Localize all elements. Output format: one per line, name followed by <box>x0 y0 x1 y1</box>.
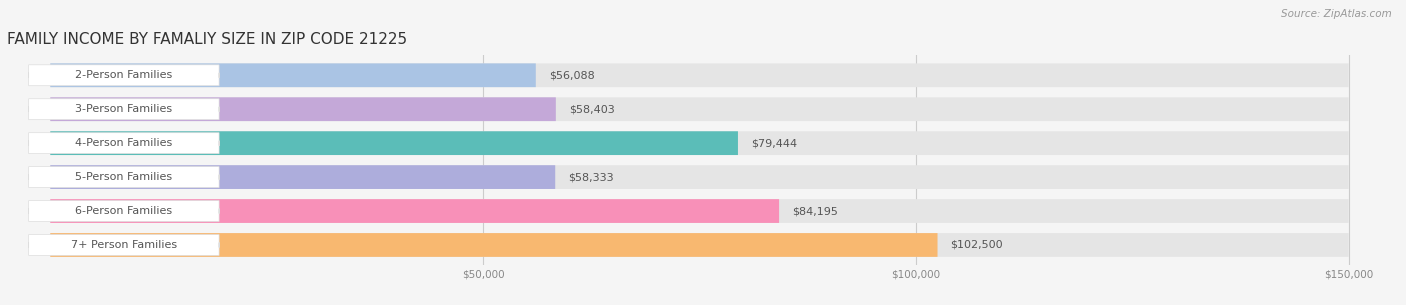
Text: $102,500: $102,500 <box>950 240 1002 250</box>
FancyBboxPatch shape <box>51 131 1348 155</box>
Text: $58,403: $58,403 <box>569 104 614 114</box>
Text: Source: ZipAtlas.com: Source: ZipAtlas.com <box>1281 9 1392 19</box>
FancyBboxPatch shape <box>51 97 555 121</box>
FancyBboxPatch shape <box>51 165 555 189</box>
Text: 4-Person Families: 4-Person Families <box>76 138 173 148</box>
FancyBboxPatch shape <box>28 133 219 154</box>
Text: $56,088: $56,088 <box>548 70 595 80</box>
Text: FAMILY INCOME BY FAMALIY SIZE IN ZIP CODE 21225: FAMILY INCOME BY FAMALIY SIZE IN ZIP COD… <box>7 32 408 47</box>
FancyBboxPatch shape <box>28 167 219 188</box>
Text: 6-Person Families: 6-Person Families <box>76 206 173 216</box>
FancyBboxPatch shape <box>28 65 219 86</box>
FancyBboxPatch shape <box>28 201 219 221</box>
FancyBboxPatch shape <box>51 233 1348 257</box>
FancyBboxPatch shape <box>28 99 219 120</box>
FancyBboxPatch shape <box>51 199 1348 223</box>
FancyBboxPatch shape <box>51 63 536 87</box>
Text: $84,195: $84,195 <box>792 206 838 216</box>
Text: $58,333: $58,333 <box>568 172 614 182</box>
Text: $79,444: $79,444 <box>751 138 797 148</box>
FancyBboxPatch shape <box>51 97 1348 121</box>
FancyBboxPatch shape <box>51 233 938 257</box>
Text: 7+ Person Families: 7+ Person Families <box>70 240 177 250</box>
Text: 3-Person Families: 3-Person Families <box>76 104 173 114</box>
Text: 5-Person Families: 5-Person Families <box>76 172 173 182</box>
FancyBboxPatch shape <box>51 199 779 223</box>
FancyBboxPatch shape <box>51 131 738 155</box>
FancyBboxPatch shape <box>51 63 1348 87</box>
FancyBboxPatch shape <box>28 235 219 256</box>
FancyBboxPatch shape <box>51 165 1348 189</box>
Text: 2-Person Families: 2-Person Families <box>76 70 173 80</box>
